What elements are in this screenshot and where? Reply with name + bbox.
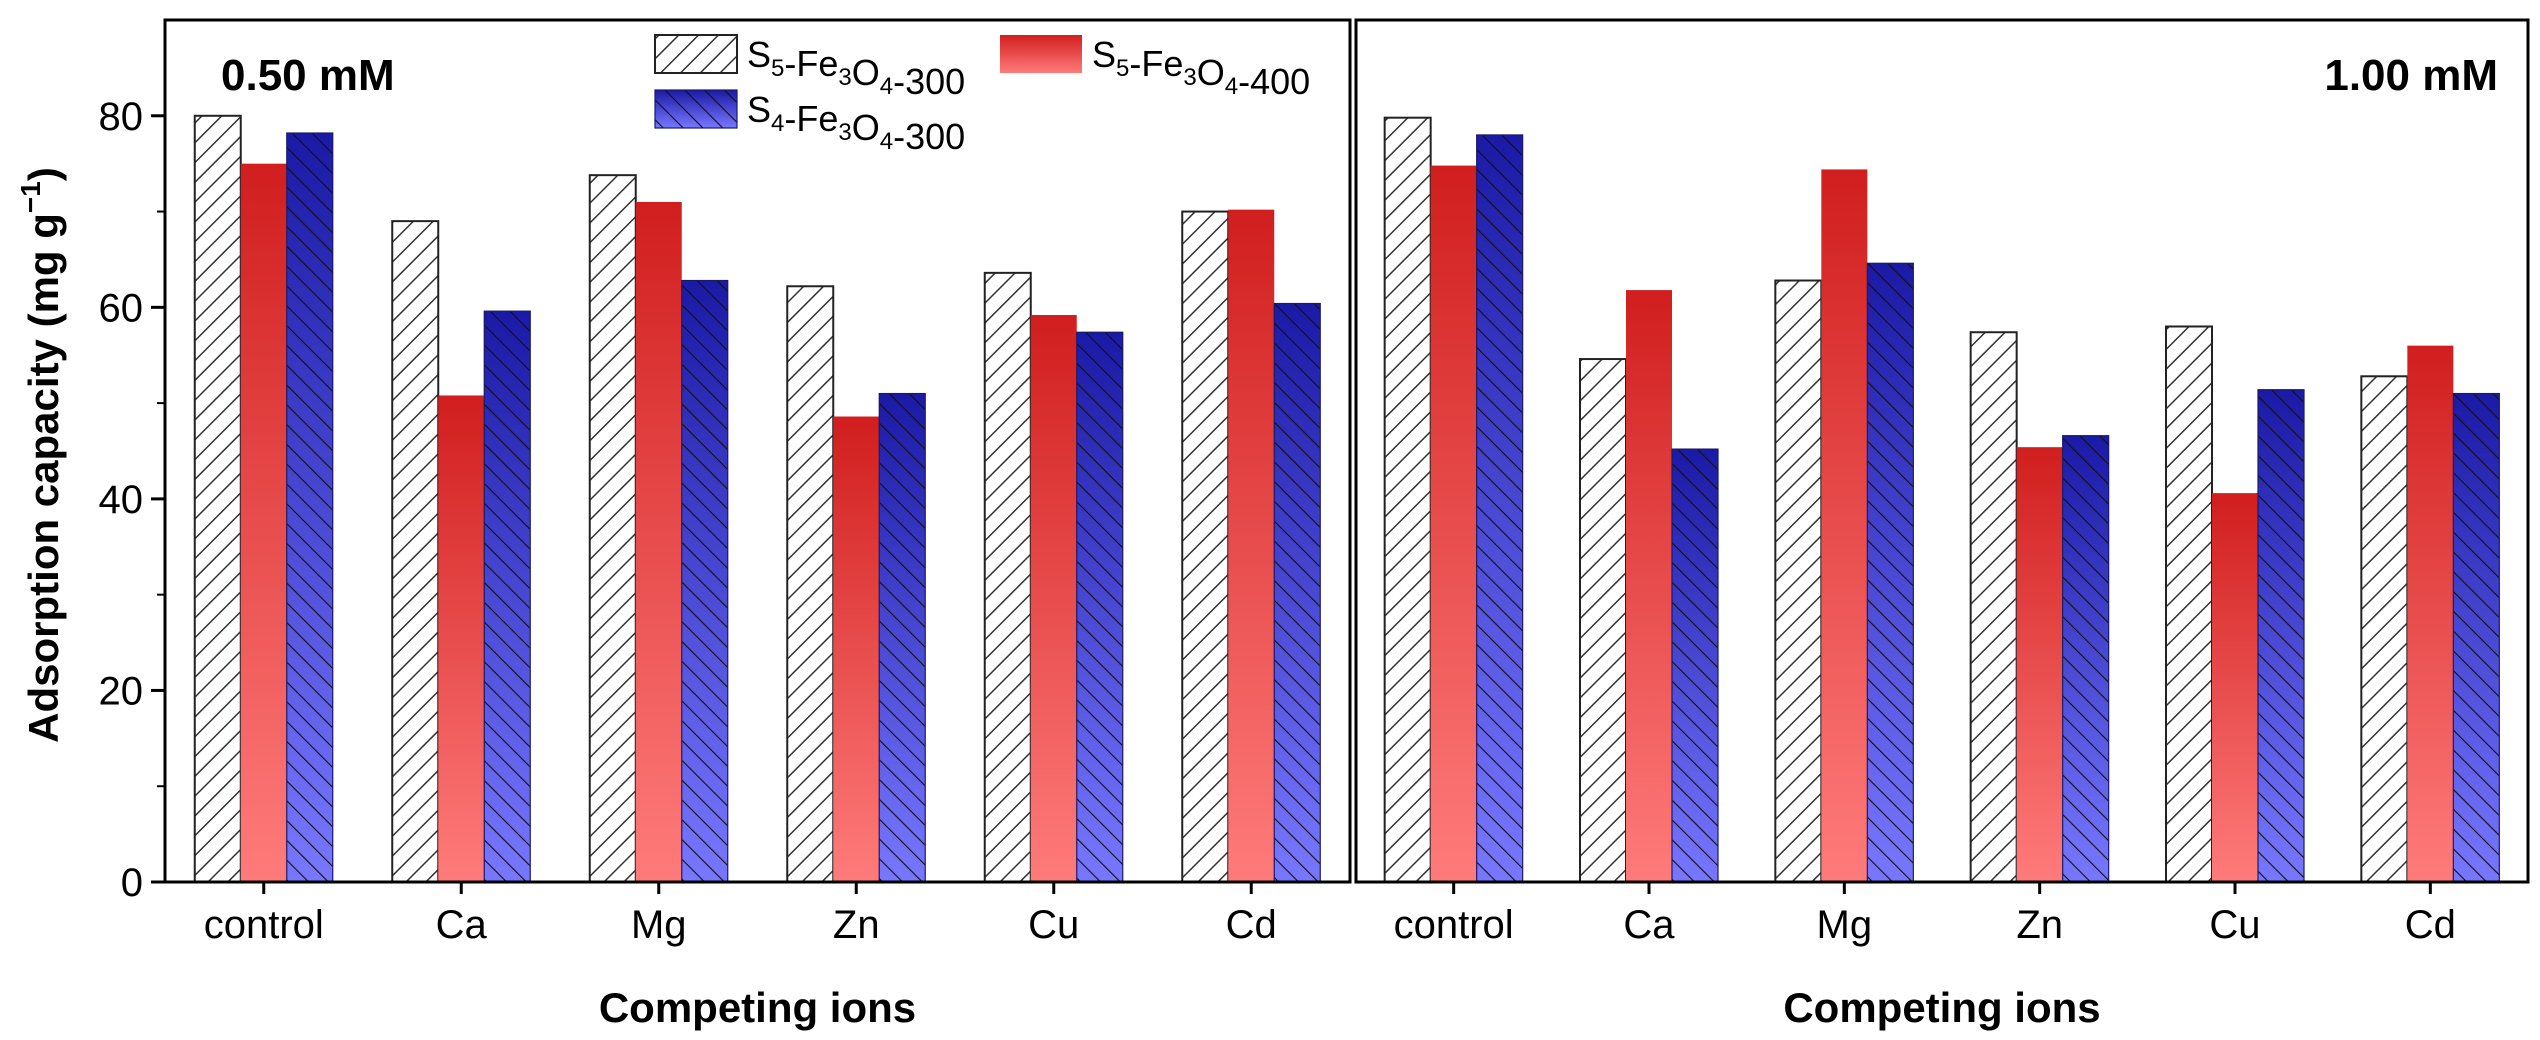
panel-0-50mM: control Ca Mg Zn Cu Cd 0.50 mM Competing ions [163, 18, 1352, 1031]
bar-S5-Fe3O4-300-Mg [1774, 279, 1823, 883]
legend-label-0: S5-Fe3O4-300 [747, 34, 965, 102]
bar-S4-Fe3O4-300-Cu-hatch [1076, 331, 1124, 883]
bar-S4-Fe3O4-300-Cu-hatch [2257, 389, 2305, 883]
x-tick-label-Cu: Cu [2209, 903, 2260, 947]
y-axis: 0 20 40 60 80 [99, 95, 165, 905]
bar-S4-Fe3O4-300-Cd-hatch [2452, 392, 2500, 883]
x-tick-label-Cd: Cd [1226, 903, 1277, 947]
bar-S4-Fe3O4-300-Cd-hatch [1273, 302, 1321, 883]
x-tick-label-Mg: Mg [631, 903, 687, 947]
bar-S5-Fe3O4-300-control [1383, 116, 1432, 883]
bar-S5-Fe3O4-300-Zn [786, 285, 835, 883]
bar-S4-Fe3O4-300-Ca-hatch [483, 310, 531, 883]
x-tick-label-Ca: Ca [436, 903, 488, 947]
y-axis-title: Adsorption capacity (mg g−1) [15, 167, 67, 743]
bar-S5-Fe3O4-300-Cd [2360, 375, 2409, 883]
panel-1-00mM: control Ca Mg Zn Cu Cd 1.00 mM Competing ions [1354, 18, 2530, 1031]
bar-S5-Fe3O4-300-control [193, 114, 242, 884]
panel-frame [163, 18, 1352, 884]
bar-S5-Fe3O4-400-Ca [438, 395, 485, 882]
bar-S5-Fe3O4-400-Cu [2212, 493, 2258, 882]
x-tick-label-control: control [204, 903, 324, 947]
x-tick-label-Cu: Cu [1028, 903, 1079, 947]
bar-S5-Fe3O4-400-Cu [1030, 314, 1077, 882]
bar-S5-Fe3O4-400-Cd [2407, 345, 2454, 883]
bar-S5-Fe3O4-400-Ca [1626, 290, 1672, 882]
bar-S5-Fe3O4-300-Mg [588, 174, 637, 884]
legend-swatch-1 [1000, 35, 1082, 73]
x-axis-title-1: Competing ions [1783, 984, 2100, 1031]
bar-S5-Fe3O4-300-Cu [983, 271, 1032, 883]
bar-S4-Fe3O4-300-Ca-hatch [1671, 448, 1719, 883]
bar-S4-Fe3O4-300-Zn-hatch [878, 392, 926, 883]
bar-S5-Fe3O4-300-Cd [1181, 210, 1230, 884]
bar-S4-Fe3O4-300-control-hatch [1476, 134, 1524, 883]
bar-S4-Fe3O4-300-Mg-hatch [681, 279, 729, 883]
y-tick-label: 40 [99, 478, 144, 522]
bar-S5-Fe3O4-300-Cu [2165, 325, 2213, 883]
bar-S5-Fe3O4-400-Zn [833, 416, 880, 882]
bar-S4-Fe3O4-300-Mg-hatch [1866, 262, 1914, 883]
bar-S5-Fe3O4-400-Mg [635, 201, 682, 882]
x-tick-label-Mg: Mg [1817, 903, 1873, 947]
bar-S5-Fe3O4-400-control [1430, 165, 1477, 883]
bar-S5-Fe3O4-300-Zn [1969, 331, 2018, 884]
panel-title-1: 1.00 mM [2324, 51, 2498, 100]
x-tick-label-control: control [1394, 903, 1514, 947]
x-tick-label-Ca: Ca [1623, 903, 1675, 947]
y-tick-label: 0 [121, 861, 143, 905]
bar-S5-Fe3O4-400-Cd [1228, 209, 1275, 882]
bar-S5-Fe3O4-400-Zn [2016, 447, 2063, 882]
legend-swatch-hatch-2 [654, 89, 738, 129]
legend: S5-Fe3O4-300 S5-Fe3O4-400 S4-Fe3O4-300 [654, 34, 1310, 157]
bar-S5-Fe3O4-400-control [240, 163, 287, 882]
legend-label-2: S4-Fe3O4-300 [747, 89, 965, 157]
bar-S5-Fe3O4-400-Mg [1821, 169, 1868, 882]
x-tick-label-Zn: Zn [833, 903, 880, 947]
panel-frame [1354, 18, 2530, 884]
legend-label-1: S5-Fe3O4-400 [1092, 34, 1310, 102]
panel-title-0: 0.50 mM [221, 51, 395, 100]
x-tick-label-Cd: Cd [2405, 903, 2456, 947]
legend-swatch-0 [654, 34, 738, 74]
bar-S5-Fe3O4-300-Ca [1579, 358, 1627, 883]
y-tick-label: 80 [99, 95, 144, 139]
y-tick-label: 60 [99, 286, 144, 330]
bar-S4-Fe3O4-300-Zn-hatch [2062, 435, 2110, 883]
x-tick-label-Zn: Zn [2016, 903, 2063, 947]
x-axis-title-0: Competing ions [599, 984, 916, 1031]
bar-S4-Fe3O4-300-control-hatch [286, 132, 334, 883]
y-tick-label: 20 [99, 669, 144, 713]
bar-S5-Fe3O4-300-Ca [391, 220, 440, 883]
